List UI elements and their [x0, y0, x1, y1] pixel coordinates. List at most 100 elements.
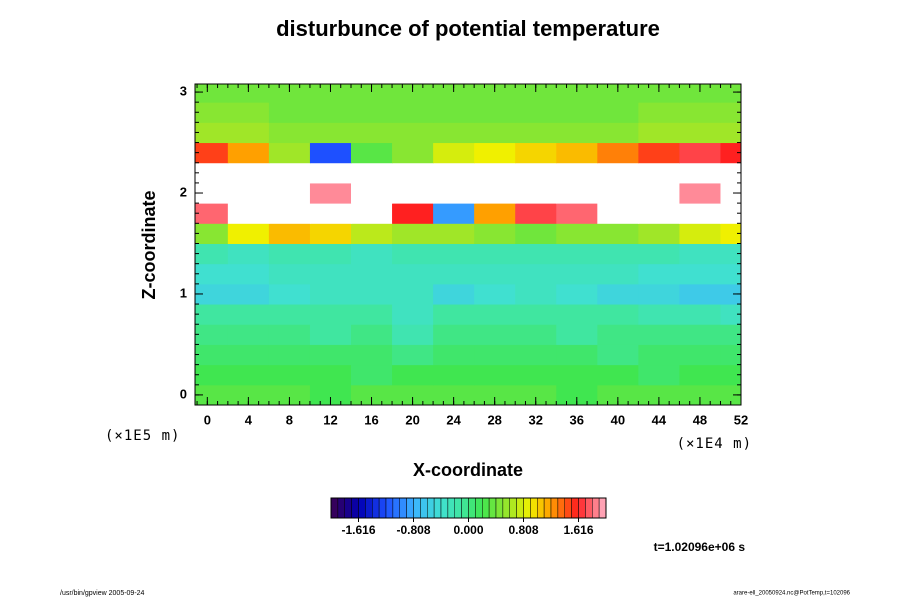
heat-cell — [474, 324, 516, 345]
heat-cell — [679, 122, 721, 144]
heat-cell — [515, 162, 557, 184]
heat-cell — [268, 243, 311, 265]
heat-cell — [433, 203, 475, 224]
colorbar-bin — [537, 497, 545, 519]
heat-cell — [309, 223, 352, 244]
heat-cell — [679, 283, 721, 305]
y-axis-label: Z-coordinate — [139, 190, 159, 299]
heat-cell — [679, 263, 721, 285]
x-tick-label: 12 — [323, 412, 337, 427]
heat-cell — [638, 304, 680, 325]
heat-cell — [556, 182, 598, 204]
heat-cell — [309, 364, 352, 386]
heat-cell — [392, 142, 434, 164]
heat-cell — [227, 223, 270, 244]
heat-cell — [515, 364, 557, 386]
heat-cell — [515, 263, 557, 285]
colorbar-bin — [351, 497, 359, 519]
heat-cell — [433, 243, 475, 265]
heat-cell — [268, 102, 311, 123]
colorbar-bin — [337, 497, 345, 519]
heat-cell — [195, 223, 229, 244]
heat-cell — [679, 324, 721, 345]
heat-cell — [392, 364, 434, 386]
heat-cell — [392, 344, 434, 366]
colorbar-tick-label: 0.808 — [508, 523, 538, 537]
heat-cell — [309, 142, 352, 164]
colorbar-bin — [516, 497, 524, 519]
footer-left: /usr/bin/gpview 2005-09-24 — [60, 590, 145, 597]
heat-cell — [597, 203, 639, 224]
heat-cell — [474, 142, 516, 164]
heat-cell — [597, 243, 639, 265]
heat-cell — [268, 142, 311, 164]
colorbar-bin — [385, 497, 394, 519]
heat-cell — [392, 243, 434, 265]
heat-cell — [195, 182, 229, 204]
heat-cell — [195, 102, 229, 123]
heat-cell — [474, 182, 516, 204]
heat-cell — [351, 324, 393, 345]
heat-cell — [195, 122, 229, 144]
heat-cell — [195, 324, 229, 345]
colorbar-bin — [413, 497, 421, 519]
heat-cell — [638, 142, 680, 164]
heat-cell — [474, 122, 516, 144]
heat-cell — [556, 142, 598, 164]
y-tick-label: 3 — [180, 84, 187, 99]
colorbar-bin — [502, 497, 510, 519]
heat-cell — [195, 304, 229, 325]
heat-cell — [720, 122, 742, 144]
heat-cell — [679, 162, 721, 184]
heat-cell — [309, 203, 352, 224]
heat-cell — [515, 142, 557, 164]
heat-cell — [515, 122, 557, 144]
heat-cell — [720, 384, 742, 406]
x-tick-label: 20 — [405, 412, 419, 427]
heat-cell — [195, 344, 229, 366]
heat-cell — [351, 304, 393, 325]
x-tick-label: 8 — [286, 412, 293, 427]
heat-cell — [227, 102, 270, 123]
heat-cell — [720, 263, 742, 285]
heat-cell — [392, 263, 434, 285]
heat-cell — [268, 203, 311, 224]
heat-cell — [309, 263, 352, 285]
heat-cell — [638, 364, 680, 386]
colorbar-bin — [495, 497, 504, 519]
colorbar-bin — [482, 497, 490, 519]
colorbar-bin — [447, 497, 455, 519]
colorbar-bin — [578, 497, 586, 519]
heat-cell — [720, 162, 742, 184]
heat-cell — [597, 223, 639, 244]
heat-cell — [474, 102, 516, 123]
heat-cell — [720, 102, 742, 123]
heat-cell — [597, 384, 639, 406]
heat-cell — [556, 203, 598, 224]
colorbar-bin — [433, 497, 442, 519]
heat-cell — [474, 304, 516, 325]
heat-cell — [515, 182, 557, 204]
heat-cell — [597, 344, 639, 366]
colorbar-bin — [365, 497, 373, 519]
colorbar-bin — [571, 497, 579, 519]
heat-cell — [227, 142, 270, 164]
heat-cell — [392, 203, 434, 224]
heat-cell — [309, 283, 352, 305]
heat-cell — [556, 243, 598, 265]
heat-cell — [556, 223, 598, 244]
colorbar-bin — [523, 497, 531, 519]
colorbar-bin — [440, 497, 449, 519]
heat-cell — [433, 304, 475, 325]
colorbar-bin — [330, 497, 339, 519]
heat-cell — [597, 162, 639, 184]
heat-cell — [556, 162, 598, 184]
colorbar-bin — [543, 497, 552, 519]
colorbar-bin — [530, 497, 538, 519]
heat-cell — [392, 182, 434, 204]
heat-cell — [433, 162, 475, 184]
colorbar-tick-label: -0.808 — [396, 523, 430, 537]
colorbar-bin — [406, 497, 414, 519]
heat-cell — [556, 324, 598, 345]
heat-cell — [720, 203, 742, 224]
